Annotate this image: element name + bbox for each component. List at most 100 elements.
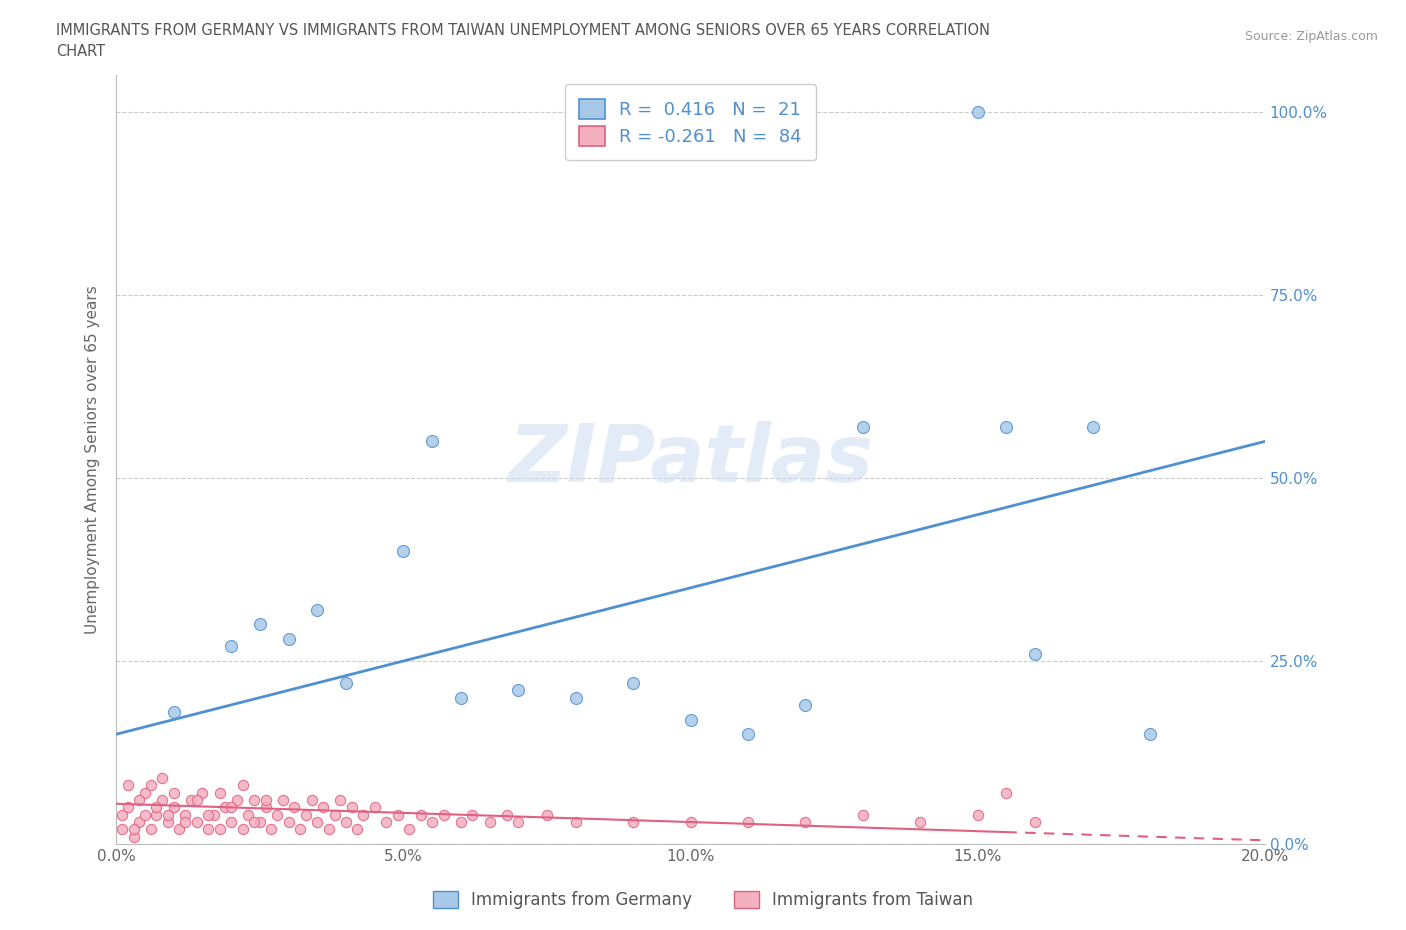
Point [387, 807, 409, 822]
Point [364, 800, 387, 815]
Point [995, 785, 1018, 800]
Point [294, 807, 316, 822]
Point [323, 807, 346, 822]
Point [1081, 419, 1104, 434]
Text: ZIPatlas: ZIPatlas [508, 420, 873, 498]
Point [219, 800, 242, 815]
Point [128, 792, 150, 807]
Point [508, 683, 530, 698]
Point [288, 822, 311, 837]
Point [243, 815, 266, 830]
Point [163, 800, 186, 815]
Point [307, 603, 329, 618]
Text: CHART: CHART [56, 44, 105, 59]
Text: IMMIGRANTS FROM GERMANY VS IMMIGRANTS FROM TAIWAN UNEMPLOYMENT AMONG SENIORS OVE: IMMIGRANTS FROM GERMANY VS IMMIGRANTS FR… [56, 23, 990, 38]
Point [392, 544, 415, 559]
Legend: Immigrants from Germany, Immigrants from Taiwan: Immigrants from Germany, Immigrants from… [425, 883, 981, 917]
Point [737, 726, 759, 741]
Point [794, 698, 817, 712]
Point [111, 807, 134, 822]
Point [910, 815, 932, 830]
Point [219, 815, 242, 830]
Point [852, 807, 875, 822]
Point [139, 778, 162, 793]
Point [508, 815, 530, 830]
Point [995, 419, 1018, 434]
Y-axis label: Unemployment Among Seniors over 65 years: Unemployment Among Seniors over 65 years [86, 286, 100, 634]
Point [156, 815, 179, 830]
Point [536, 807, 558, 822]
Point [398, 822, 420, 837]
Point [409, 807, 432, 822]
Point [163, 705, 186, 720]
Point [191, 785, 214, 800]
Point [495, 807, 517, 822]
Point [277, 815, 299, 830]
Point [208, 822, 231, 837]
Point [169, 822, 191, 837]
Point [318, 822, 340, 837]
Point [966, 104, 988, 119]
Point [966, 807, 988, 822]
Point [225, 792, 247, 807]
Point [277, 631, 299, 646]
Point [461, 807, 484, 822]
Point [564, 815, 586, 830]
Point [197, 807, 219, 822]
Point [117, 800, 139, 815]
Point [420, 434, 443, 449]
Point [621, 815, 644, 830]
Point [117, 778, 139, 793]
Point [202, 807, 225, 822]
Point [134, 807, 156, 822]
Point [312, 800, 335, 815]
Point [335, 675, 357, 690]
Point [1024, 815, 1046, 830]
Point [346, 822, 368, 837]
Point [307, 815, 329, 830]
Point [254, 792, 277, 807]
Point [122, 830, 145, 844]
Point [238, 807, 260, 822]
Point [134, 785, 156, 800]
Point [329, 792, 352, 807]
Point [174, 807, 197, 822]
Point [283, 800, 305, 815]
Point [208, 785, 231, 800]
Point [271, 792, 294, 807]
Point [450, 815, 472, 830]
Point [433, 807, 456, 822]
Point [145, 800, 167, 815]
Point [737, 815, 759, 830]
Point [128, 815, 150, 830]
Point [139, 822, 162, 837]
Point [260, 822, 283, 837]
Point [186, 815, 208, 830]
Point [232, 822, 254, 837]
Legend: R =  0.416   N =  21, R = -0.261   N =  84: R = 0.416 N = 21, R = -0.261 N = 84 [565, 85, 817, 160]
Point [352, 807, 374, 822]
Point [254, 800, 277, 815]
Point [174, 815, 197, 830]
Point [186, 792, 208, 807]
Point [375, 815, 398, 830]
Point [564, 690, 586, 705]
Point [163, 785, 186, 800]
Point [145, 807, 167, 822]
Point [852, 419, 875, 434]
Point [621, 675, 644, 690]
Point [679, 712, 702, 727]
Point [794, 815, 817, 830]
Point [156, 807, 179, 822]
Point [219, 639, 242, 654]
Point [150, 792, 173, 807]
Point [249, 815, 271, 830]
Point [478, 815, 501, 830]
Point [214, 800, 236, 815]
Text: Source: ZipAtlas.com: Source: ZipAtlas.com [1244, 30, 1378, 43]
Point [1139, 726, 1161, 741]
Point [450, 690, 472, 705]
Point [111, 822, 134, 837]
Point [249, 617, 271, 631]
Point [232, 778, 254, 793]
